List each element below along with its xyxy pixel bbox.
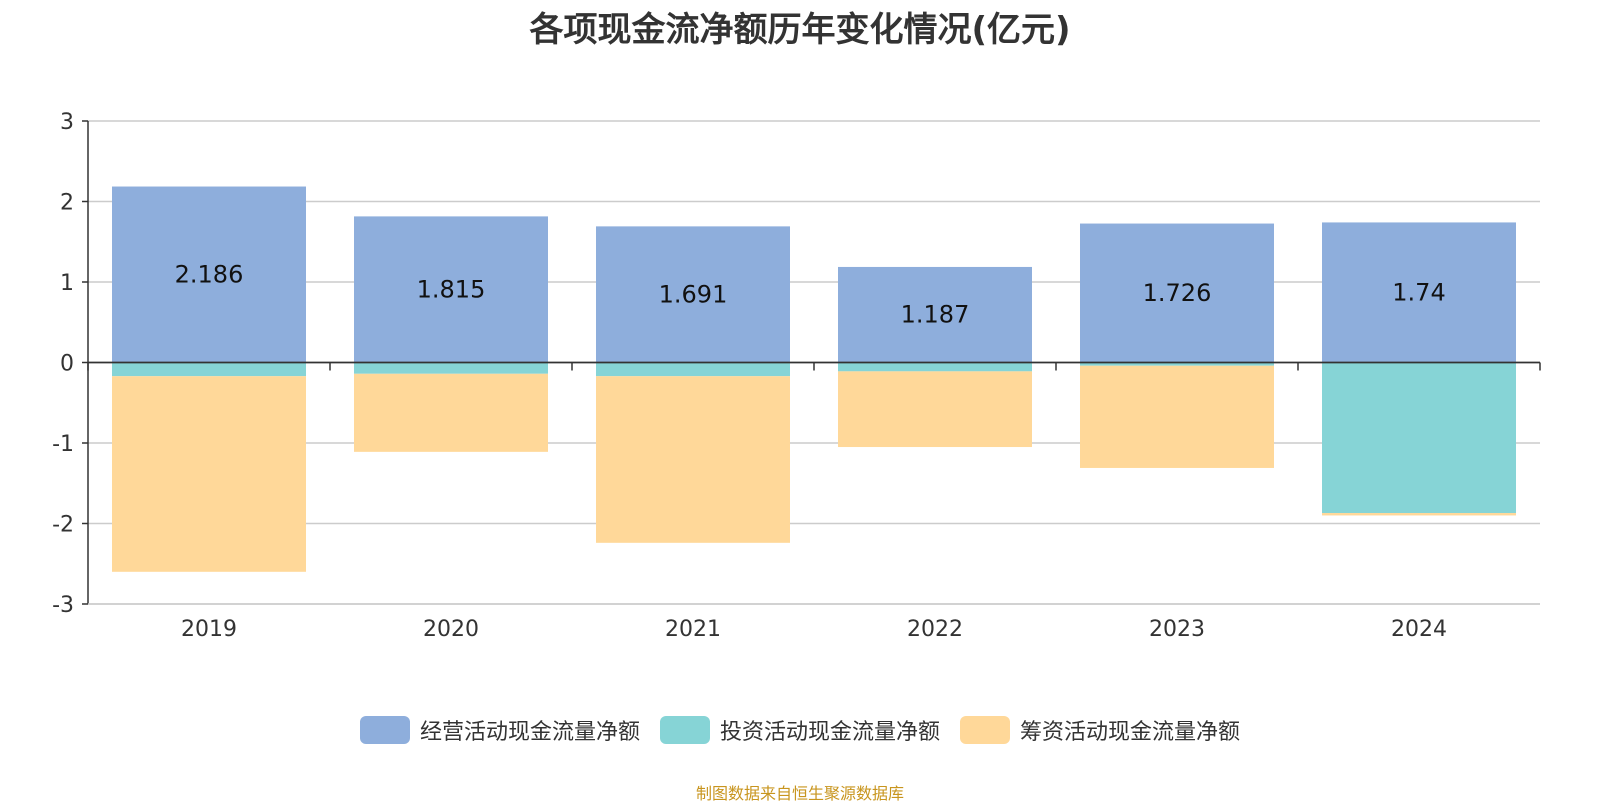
y-tick-label: 3	[60, 110, 74, 135]
data-label-2022: 1.187	[901, 301, 970, 329]
legend-label-investing: 投资活动现金流量净额	[719, 720, 940, 745]
axes: 3 2 1 0 -1 -2 -3 2019 2020 2021 2022 2023 2024	[52, 110, 1541, 642]
bar-0-2022	[838, 266, 1032, 363]
bar-1-2023	[1080, 362, 1274, 366]
bar-0-2023	[1080, 223, 1274, 363]
bar-0-2020	[354, 216, 548, 363]
y-tick-label: 0	[60, 352, 74, 377]
bar-0-2019	[112, 186, 306, 363]
bar-1-2024	[1322, 362, 1516, 514]
legend-item-investing[interactable]: 投资活动现金流量净额	[659, 714, 940, 746]
legend-swatch-operating	[359, 716, 410, 744]
data-label-2023: 1.726	[1143, 279, 1212, 307]
bar-1-2022	[838, 362, 1032, 372]
x-tick-label-2022: 2022	[907, 617, 963, 642]
data-label-2024: 1.74	[1392, 278, 1445, 306]
y-tick-label: 1	[60, 271, 74, 296]
bar-2-2023	[1080, 365, 1274, 468]
legend-label-financing: 筹资活动现金流量净额	[1020, 720, 1241, 745]
y-tick-label: -3	[52, 593, 74, 618]
bar-2-2019	[112, 376, 306, 572]
x-tick-label-2023: 2023	[1149, 617, 1205, 642]
bar-0-2021	[596, 226, 790, 363]
bar-1-2020	[354, 362, 548, 374]
bar-2-2024	[1322, 513, 1516, 516]
legend-swatch-financing	[960, 716, 1010, 744]
y-tick-label: -1	[52, 432, 74, 457]
bar-1-2021	[596, 362, 790, 377]
x-tick-label-2020: 2020	[423, 617, 479, 642]
bar-0-2024	[1322, 222, 1516, 363]
legend-swatch-investing	[659, 716, 710, 744]
data-labels: 2.186 1.815 1.691 1.187 1.726 1.74	[175, 261, 1446, 329]
data-label-2021: 1.691	[659, 280, 728, 308]
legend-label-operating: 经营活动现金流量净额	[419, 720, 640, 745]
data-label-2019: 2.186	[175, 261, 244, 289]
source-note: 制图数据来自恒生聚源数据库	[695, 784, 904, 803]
legend-item-financing[interactable]: 筹资活动现金流量净额	[960, 714, 1240, 746]
legend-item-operating[interactable]: 经营活动现金流量净额	[359, 714, 640, 746]
chart-title: 各项现金流净额历年变化情况(亿元)	[529, 10, 1071, 50]
bar-2-2022	[838, 371, 1032, 448]
x-tick-label-2024: 2024	[1391, 617, 1447, 642]
x-tick-label-2021: 2021	[665, 617, 721, 642]
y-tick-label: -2	[52, 513, 74, 538]
bar-1-2019	[112, 362, 306, 377]
legend: 经营活动现金流量净额 投资活动现金流量净额 筹资活动现金流量净额	[0, 714, 1600, 746]
bar-2-2021	[596, 376, 790, 543]
bars	[112, 186, 1516, 572]
x-tick-label-2019: 2019	[181, 617, 237, 642]
bar-2-2020	[354, 373, 548, 452]
data-label-2020: 1.815	[417, 275, 486, 303]
y-tick-label: 2	[60, 191, 74, 216]
